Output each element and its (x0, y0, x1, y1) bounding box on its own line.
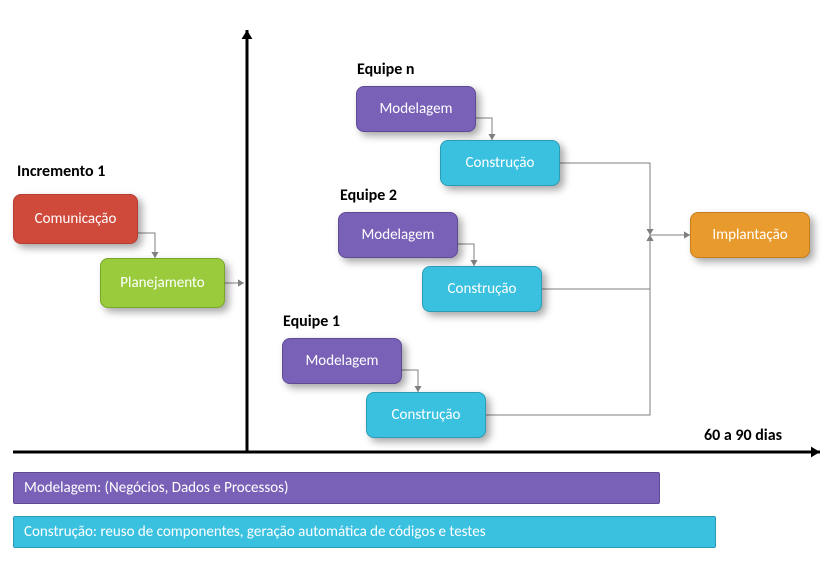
box-construcao-n: Construção (440, 140, 560, 186)
box-planejamento: Planejamento (100, 258, 225, 308)
box-implantacao: Implantação (690, 212, 810, 258)
box-modelagem-n: Modelagem (356, 86, 476, 132)
legend-bar-construcao: Construção: reuso de componentes, geraçã… (13, 516, 716, 548)
box-construcao-1: Construção (366, 392, 486, 438)
box-construcao-2: Construção (422, 266, 542, 312)
x-axis-label: 60 a 90 dias (704, 426, 782, 445)
label-equipe-1: Equipe 1 (283, 312, 340, 331)
label-incremento1: Incremento 1 (17, 162, 105, 181)
label-equipe-n: Equipe n (357, 60, 415, 79)
legend-bar-modelagem: Modelagem: (Negócios, Dados e Processos) (13, 472, 660, 504)
box-comunicacao: Comunicação (13, 194, 138, 244)
diagram-canvas: Incremento 1 Equipe n Equipe 2 Equipe 1 … (0, 0, 839, 564)
box-modelagem-1: Modelagem (282, 338, 402, 384)
box-modelagem-2: Modelagem (338, 212, 458, 258)
label-equipe-2: Equipe 2 (340, 186, 397, 205)
